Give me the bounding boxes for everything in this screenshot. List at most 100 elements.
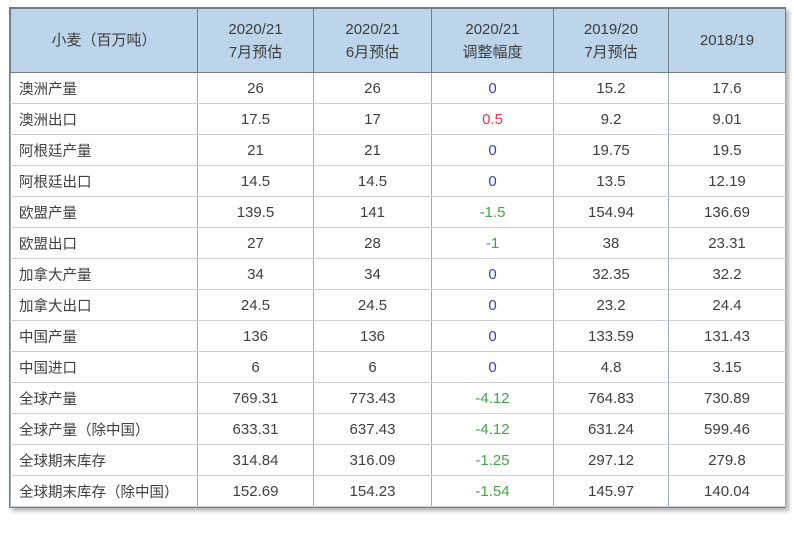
cell-2020-21-jul-estimate: 633.31 bbox=[197, 413, 314, 445]
row-label-cell: 加拿大出口 bbox=[10, 289, 198, 321]
cell-2018-19: 131.43 bbox=[668, 320, 786, 352]
cell-2020-21-jun-estimate: 637.43 bbox=[313, 413, 432, 445]
table-row: 加拿大出口 24.5 24.5 0 23.2 24.4 bbox=[10, 289, 786, 321]
cell-2020-21-jul-estimate: 139.5 bbox=[197, 196, 314, 228]
cell-2018-19: 136.69 bbox=[668, 196, 786, 228]
cell-2020-21-jun-estimate: 17 bbox=[313, 103, 432, 135]
cell-2020-21-jun-estimate: 34 bbox=[313, 258, 432, 290]
cell-2020-21-jun-estimate: 773.43 bbox=[313, 382, 432, 414]
row-label-cell: 全球产量 bbox=[10, 382, 198, 414]
wheat-estimates-table: 小麦（百万吨） 2020/21 7月预估 2020/21 6月预估 2020/2… bbox=[10, 8, 786, 507]
cell-2020-21-jun-estimate: 21 bbox=[313, 134, 432, 166]
cell-2020-21-jun-estimate: 6 bbox=[313, 351, 432, 383]
header-cell-2020-21-jun-estimate: 2020/21 6月预估 bbox=[313, 8, 432, 73]
cell-2019-20-jul-estimate: 15.2 bbox=[553, 72, 669, 104]
cell-2018-19: 32.2 bbox=[668, 258, 786, 290]
table-row: 全球期末库存 314.84 316.09 -1.25 297.12 279.8 bbox=[10, 444, 786, 476]
row-label-cell: 全球产量（除中国） bbox=[10, 413, 198, 445]
row-label-cell: 澳洲产量 bbox=[10, 72, 198, 104]
cell-adjustment: 0 bbox=[431, 289, 554, 321]
cell-2020-21-jul-estimate: 314.84 bbox=[197, 444, 314, 476]
cell-2020-21-jul-estimate: 17.5 bbox=[197, 103, 314, 135]
cell-2019-20-jul-estimate: 23.2 bbox=[553, 289, 669, 321]
cell-2019-20-jul-estimate: 9.2 bbox=[553, 103, 669, 135]
cell-2020-21-jun-estimate: 154.23 bbox=[313, 475, 432, 507]
row-label-cell: 欧盟出口 bbox=[10, 227, 198, 259]
cell-2020-21-jul-estimate: 24.5 bbox=[197, 289, 314, 321]
cell-2020-21-jul-estimate: 769.31 bbox=[197, 382, 314, 414]
cell-adjustment: 0.5 bbox=[431, 103, 554, 135]
table-row: 欧盟产量 139.5 141 -1.5 154.94 136.69 bbox=[10, 196, 786, 228]
cell-2020-21-jul-estimate: 152.69 bbox=[197, 475, 314, 507]
cell-2020-21-jun-estimate: 24.5 bbox=[313, 289, 432, 321]
cell-2018-19: 12.19 bbox=[668, 165, 786, 197]
table-row: 全球产量 769.31 773.43 -4.12 764.83 730.89 bbox=[10, 382, 786, 414]
cell-2019-20-jul-estimate: 154.94 bbox=[553, 196, 669, 228]
cell-2018-19: 17.6 bbox=[668, 72, 786, 104]
cell-2020-21-jul-estimate: 136 bbox=[197, 320, 314, 352]
cell-2018-19: 3.15 bbox=[668, 351, 786, 383]
cell-adjustment: -1.54 bbox=[431, 475, 554, 507]
table-body: 澳洲产量 26 26 0 15.2 17.6 澳洲出口 17.5 17 0.5 … bbox=[10, 72, 786, 507]
cell-adjustment: 0 bbox=[431, 72, 554, 104]
cell-2018-19: 279.8 bbox=[668, 444, 786, 476]
row-label-cell: 加拿大产量 bbox=[10, 258, 198, 290]
cell-2020-21-jul-estimate: 14.5 bbox=[197, 165, 314, 197]
cell-2020-21-jul-estimate: 34 bbox=[197, 258, 314, 290]
header-line-season: 2018/19 bbox=[699, 32, 755, 49]
row-label-cell: 全球期末库存 bbox=[10, 444, 198, 476]
cell-2020-21-jul-estimate: 26 bbox=[197, 72, 314, 104]
cell-adjustment: 0 bbox=[431, 351, 554, 383]
cell-2019-20-jul-estimate: 297.12 bbox=[553, 444, 669, 476]
cell-adjustment: -1.25 bbox=[431, 444, 554, 476]
cell-adjustment: 0 bbox=[431, 258, 554, 290]
cell-adjustment: 0 bbox=[431, 165, 554, 197]
header-line-estimate: 7月预估 bbox=[228, 43, 283, 61]
header-cell-2018-19: 2018/19 bbox=[668, 8, 786, 73]
cell-2018-19: 23.31 bbox=[668, 227, 786, 259]
cell-2020-21-jul-estimate: 27 bbox=[197, 227, 314, 259]
cell-2019-20-jul-estimate: 32.35 bbox=[553, 258, 669, 290]
cell-2018-19: 599.46 bbox=[668, 413, 786, 445]
header-cell-2020-21-adjustment: 2020/21 调整幅度 bbox=[431, 8, 554, 73]
table-row: 中国产量 136 136 0 133.59 131.43 bbox=[10, 320, 786, 352]
cell-2018-19: 9.01 bbox=[668, 103, 786, 135]
cell-2019-20-jul-estimate: 13.5 bbox=[553, 165, 669, 197]
header-line-estimate: 调整幅度 bbox=[462, 43, 523, 61]
table-row: 澳洲出口 17.5 17 0.5 9.2 9.01 bbox=[10, 103, 786, 135]
cell-2020-21-jun-estimate: 14.5 bbox=[313, 165, 432, 197]
header-cell-2020-21-jul-estimate: 2020/21 7月预估 bbox=[197, 8, 314, 73]
cell-2020-21-jun-estimate: 136 bbox=[313, 320, 432, 352]
header-line-estimate: 7月预估 bbox=[584, 43, 638, 61]
table-header-row: 小麦（百万吨） 2020/21 7月预估 2020/21 6月预估 2020/2… bbox=[10, 8, 786, 73]
cell-adjustment: 0 bbox=[431, 134, 554, 166]
cell-2019-20-jul-estimate: 764.83 bbox=[553, 382, 669, 414]
table-row: 全球产量（除中国） 633.31 637.43 -4.12 631.24 599… bbox=[10, 413, 786, 445]
cell-2020-21-jul-estimate: 6 bbox=[197, 351, 314, 383]
cell-2018-19: 24.4 bbox=[668, 289, 786, 321]
header-line-season: 2020/21 bbox=[465, 20, 520, 38]
cell-2018-19: 19.5 bbox=[668, 134, 786, 166]
cell-adjustment: -1.5 bbox=[431, 196, 554, 228]
row-label-cell: 澳洲出口 bbox=[10, 103, 198, 135]
table-row: 阿根廷出口 14.5 14.5 0 13.5 12.19 bbox=[10, 165, 786, 197]
table-row: 加拿大产量 34 34 0 32.35 32.2 bbox=[10, 258, 786, 290]
table-title-cell: 小麦（百万吨） bbox=[10, 8, 198, 73]
row-label-cell: 全球期末库存（除中国） bbox=[10, 475, 198, 507]
row-label-cell: 阿根廷出口 bbox=[10, 165, 198, 197]
cell-2019-20-jul-estimate: 19.75 bbox=[553, 134, 669, 166]
cell-2020-21-jun-estimate: 26 bbox=[313, 72, 432, 104]
cell-2019-20-jul-estimate: 38 bbox=[553, 227, 669, 259]
cell-2018-19: 140.04 bbox=[668, 475, 786, 507]
table-row: 中国进口 6 6 0 4.8 3.15 bbox=[10, 351, 786, 383]
header-line-season: 2020/21 bbox=[228, 20, 283, 38]
wheat-table-container: 小麦（百万吨） 2020/21 7月预估 2020/21 6月预估 2020/2… bbox=[9, 7, 786, 508]
table-row: 澳洲产量 26 26 0 15.2 17.6 bbox=[10, 72, 786, 104]
header-cell-2019-20-jul-estimate: 2019/20 7月预估 bbox=[553, 8, 669, 73]
table-title: 小麦（百万吨） bbox=[51, 32, 157, 49]
cell-adjustment: -4.12 bbox=[431, 413, 554, 445]
header-line-estimate: 6月预估 bbox=[345, 43, 400, 61]
row-label-cell: 中国进口 bbox=[10, 351, 198, 383]
row-label-cell: 阿根廷产量 bbox=[10, 134, 198, 166]
cell-2020-21-jun-estimate: 316.09 bbox=[313, 444, 432, 476]
